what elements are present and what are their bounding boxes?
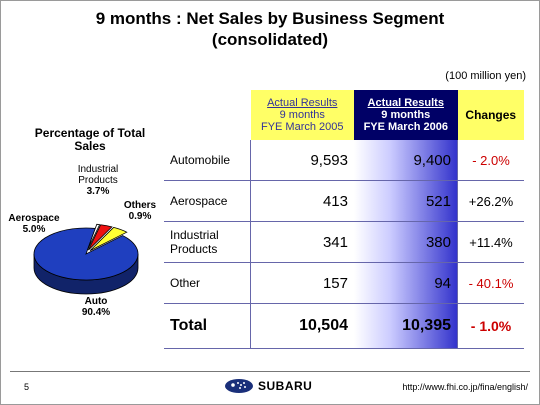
label-auto-pct: 90.4% [81,307,111,318]
footer-url: http://www.fhi.co.jp/fina/english/ [402,382,528,392]
header-2005-line3: FYE March 2005 [260,121,344,133]
header-2005-line1: Actual Results [267,97,338,109]
pie-slice-others [87,223,101,251]
pie-slice-industrial-products [88,224,113,251]
title-line-2: (consolidated) [211,30,329,49]
logo-text: SUBARU [258,379,313,393]
row-curr-value: 380 [354,221,458,263]
row-change: +26.2% [457,180,524,222]
unit-label: (100 million yen) [445,70,526,82]
row-name: Automobile [164,140,251,181]
header-fye-2006: Actual Results 9 months FYE March 2006 [354,90,458,140]
table-row: Aerospace 413 521 +26.2% [164,180,524,222]
row-curr-value: 521 [354,180,458,222]
header-fye-2005: Actual Results 9 months FYE March 2005 [250,90,354,140]
table-row: Other 157 94 - 40.1% [164,262,524,304]
header-empty-cell [164,90,251,140]
table-total-row: Total 10,504 10,395 - 1.0% [164,303,524,349]
row-curr-value: 9,400 [354,140,458,181]
slide-title: 9 months : Net Sales by Business Segment… [0,8,540,50]
row-name: Other [164,262,251,304]
title-line-1: 9 months : Net Sales by Business Segment [95,9,445,28]
header-2006-line2: 9 months [381,109,431,121]
row-change: +11.4% [457,221,524,263]
label-auto-name: Auto [84,296,108,307]
label-aerospace-pct: 5.0% [22,224,46,235]
label-industrial-name: Industrial Products [77,164,119,186]
pie-chart-title: Percentage of Total Sales [34,126,146,153]
header-2006-line3: FYE March 2006 [363,121,448,133]
pie-slice-aerospace [89,226,128,251]
row-change: - 2.0% [457,140,524,181]
pie-slice-auto [33,227,139,281]
pie-chart [33,223,139,295]
row-name: Aerospace [164,180,251,222]
row-curr-value: 94 [354,262,458,304]
label-others-pct: 0.9% [128,211,152,222]
row-prev-value: 9,593 [250,140,354,181]
header-changes: Changes [457,90,524,140]
subaru-logo: SUBARU [224,376,312,396]
page-number: 5 [24,382,30,392]
row-name: Industrial Products [164,221,251,263]
row-prev-value: 413 [250,180,354,222]
header-2005-line2: 9 months [279,109,325,121]
row-prev-value: 157 [250,262,354,304]
total-name: Total [164,303,251,349]
label-industrial-pct: 3.7% [86,186,110,197]
table-header-row: Actual Results 9 months FYE March 2005 A… [164,90,524,140]
label-auto: Auto 90.4% [76,296,116,318]
subaru-emblem-icon [225,379,253,393]
table-row: Automobile 9,593 9,400 - 2.0% [164,140,524,181]
table-row: Industrial Products 341 380 +11.4% [164,221,524,263]
label-others: Others 0.9% [120,200,160,222]
row-change: - 40.1% [457,262,524,304]
row-prev-value: 341 [250,221,354,263]
total-prev-value: 10,504 [250,303,354,349]
label-aerospace: Aerospace 5.0% [6,213,62,235]
footer-divider [10,371,530,372]
total-change: - 1.0% [457,303,524,349]
total-curr-value: 10,395 [354,303,458,349]
header-2006-line1: Actual Results [367,97,444,109]
segment-table: Actual Results 9 months FYE March 2005 A… [164,90,524,349]
label-others-name: Others [123,200,157,211]
label-industrial-products: Industrial Products 3.7% [70,164,126,197]
label-aerospace-name: Aerospace [8,213,60,224]
